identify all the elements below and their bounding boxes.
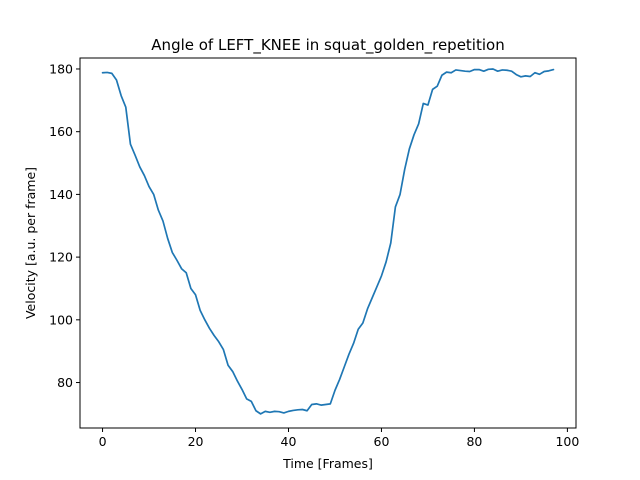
y-axis: 80 100 120 140 160 180 [49, 61, 80, 390]
y-tick-label: 120 [49, 250, 73, 265]
x-tick-label: 100 [555, 434, 579, 449]
x-axis: 0 20 40 60 80 100 [99, 428, 579, 449]
x-tick-label: 60 [374, 434, 390, 449]
chart-title: Angle of LEFT_KNEE in squat_golden_repet… [151, 36, 504, 55]
y-tick-label: 180 [49, 61, 73, 76]
y-tick-label: 100 [49, 312, 73, 327]
y-axis-label: Velocity [a.u. per frame] [23, 167, 38, 319]
x-tick-label: 80 [466, 434, 482, 449]
y-tick-label: 80 [57, 375, 73, 390]
y-tick-label: 160 [49, 124, 73, 139]
x-axis-label: Time [Frames] [282, 456, 373, 471]
plot-area [101, 68, 555, 415]
x-tick-label: 0 [99, 434, 107, 449]
plot-frame [79, 57, 577, 429]
series-line-0 [101, 68, 555, 415]
x-tick-label: 20 [188, 434, 204, 449]
x-tick-label: 40 [281, 434, 297, 449]
y-tick-label: 140 [49, 187, 73, 202]
